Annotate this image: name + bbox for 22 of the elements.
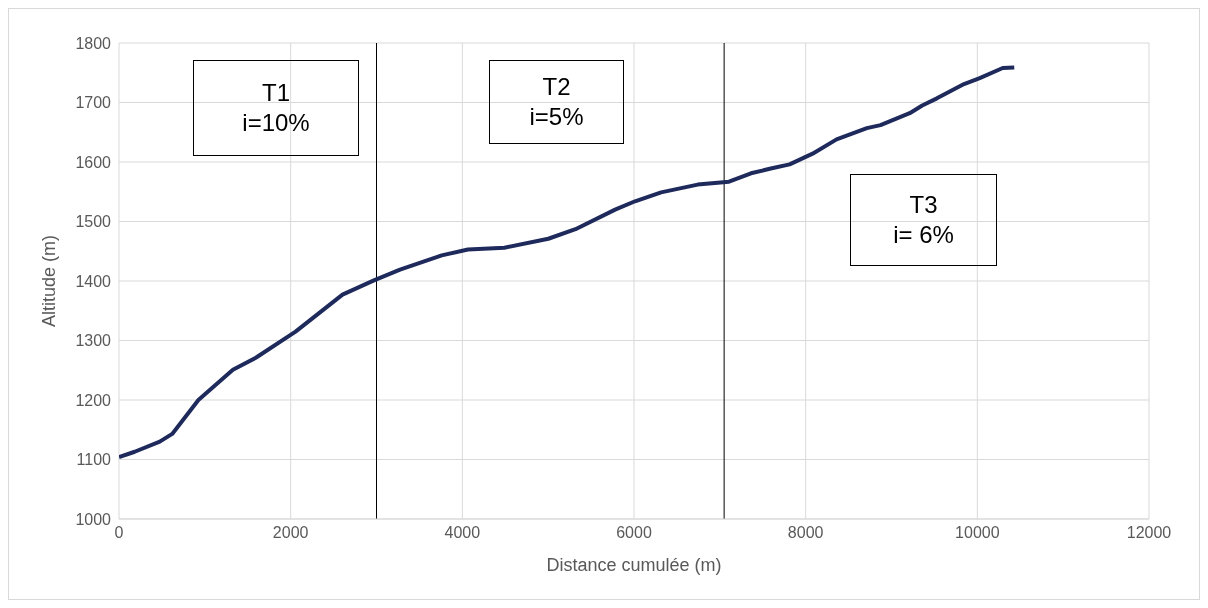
x-tick-label: 8000: [787, 524, 824, 542]
y-tick-label: 1200: [75, 391, 112, 409]
y-axis-title: Altitude (m): [39, 234, 60, 328]
line-series: [119, 65, 1017, 460]
y-tick-label: 1300: [75, 332, 112, 350]
text-frame: T2 i=5%: [489, 60, 624, 144]
y-tick-label: 1800: [75, 34, 112, 52]
y-tick-label: 1600: [75, 153, 112, 171]
x-tick-label: 4000: [444, 524, 481, 542]
y-tick-label: 1000: [75, 510, 112, 528]
x-tick-label: 12000: [1126, 524, 1172, 542]
y-tick-label: 1400: [75, 272, 112, 290]
x-axis-title: Distance cumulée (m): [546, 555, 722, 575]
y-tick-label: 1100: [76, 451, 112, 469]
text-frame: T3 i= 6%: [850, 174, 997, 266]
y-tick-label: 1500: [75, 213, 112, 231]
text-frame: T1 i=10%: [193, 60, 359, 156]
x-tick-label: 6000: [616, 524, 652, 542]
x-tick-label: 0: [114, 524, 124, 542]
x-tick-label: 10000: [955, 524, 1000, 542]
y-tick-label: 1700: [75, 94, 112, 112]
x-tick-label: 2000: [272, 524, 309, 542]
